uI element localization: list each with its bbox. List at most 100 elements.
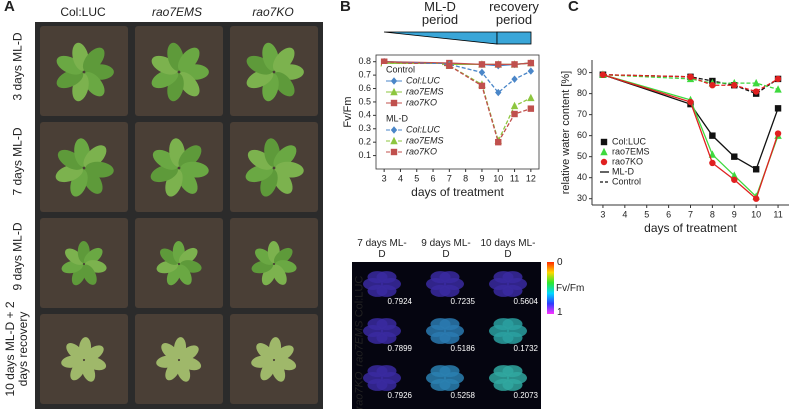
leaf bbox=[274, 345, 294, 362]
pot bbox=[135, 26, 223, 116]
pot bbox=[135, 122, 223, 212]
leaf bbox=[82, 264, 97, 285]
series-line bbox=[602, 74, 779, 171]
leaf bbox=[177, 47, 200, 72]
marker bbox=[511, 75, 518, 83]
legend-heading: ML-D bbox=[386, 113, 408, 123]
y-tick-label: 0.5 bbox=[358, 96, 371, 106]
legend-label: rao7EMS bbox=[406, 86, 444, 96]
fv-fm-value: 0.7924 bbox=[388, 297, 413, 306]
legend-marker bbox=[600, 158, 608, 166]
marker bbox=[752, 166, 760, 173]
fv-fm-value: 0.1732 bbox=[514, 344, 539, 353]
leaf bbox=[272, 264, 287, 285]
x-axis-label: days of treatment bbox=[411, 185, 504, 199]
column-header: 10 days ML-D bbox=[480, 238, 536, 260]
pot bbox=[40, 26, 128, 116]
x-tick-label: 7 bbox=[688, 209, 693, 219]
row-label: 3 days ML-D bbox=[10, 32, 25, 101]
marker bbox=[380, 58, 388, 65]
pot bbox=[40, 122, 128, 212]
marker bbox=[478, 68, 486, 77]
column-header: Col:LUC bbox=[60, 5, 106, 19]
leaf bbox=[439, 318, 460, 331]
column-header: 7 days ML-D bbox=[357, 238, 407, 260]
marker bbox=[752, 88, 760, 95]
marker bbox=[752, 195, 760, 202]
leaf bbox=[255, 248, 274, 265]
marker bbox=[527, 59, 535, 67]
x-tick-label: 3 bbox=[382, 173, 387, 183]
leaf bbox=[376, 365, 397, 378]
marker bbox=[510, 101, 519, 110]
fv-fm-value: 0.5258 bbox=[451, 391, 476, 400]
legend-heading: Control bbox=[386, 64, 415, 74]
marker bbox=[774, 105, 782, 112]
pot bbox=[230, 314, 318, 404]
y-tick-label: 50 bbox=[577, 151, 587, 161]
x-tick-label: 8 bbox=[710, 209, 715, 219]
column-header: 9 days ML-D bbox=[421, 238, 471, 260]
legend-label: Col:LUC bbox=[406, 124, 441, 134]
pot bbox=[40, 314, 128, 404]
y-tick-label: 0.7 bbox=[358, 69, 371, 79]
leaf bbox=[83, 145, 107, 169]
series-line bbox=[602, 74, 779, 200]
leaf bbox=[179, 345, 199, 362]
recovery-period-box bbox=[496, 31, 532, 45]
marker bbox=[774, 130, 782, 137]
scale-label: 0 bbox=[557, 257, 563, 268]
fv-fm-value: 0.5604 bbox=[514, 297, 539, 306]
y-tick-label: 0.8 bbox=[358, 56, 371, 66]
x-tick-label: 11 bbox=[510, 173, 519, 183]
leaf bbox=[66, 343, 85, 361]
y-tick-label: 0.3 bbox=[358, 123, 371, 133]
color-scale bbox=[547, 262, 554, 314]
series-line bbox=[602, 74, 779, 93]
leaf bbox=[376, 271, 397, 284]
pot bbox=[135, 314, 223, 404]
panel-label: B bbox=[340, 0, 351, 15]
leaf bbox=[82, 47, 105, 72]
row-label: rao7KO bbox=[353, 371, 366, 409]
y-tick-label: 60 bbox=[577, 130, 587, 140]
marker bbox=[527, 105, 535, 112]
leaf bbox=[502, 318, 523, 331]
leaf bbox=[439, 271, 460, 284]
marker bbox=[478, 61, 486, 68]
x-tick-label: 11 bbox=[773, 209, 782, 219]
fv-fm-value: 0.2073 bbox=[514, 391, 539, 400]
y-tick-label: 0.1 bbox=[358, 150, 371, 160]
leaf bbox=[85, 161, 114, 178]
legend-label: rao7EMS bbox=[612, 146, 650, 156]
leaf bbox=[84, 345, 104, 362]
y-tick-label: 90 bbox=[577, 67, 587, 77]
y-tick-label: 0.6 bbox=[358, 83, 371, 93]
marker bbox=[478, 82, 486, 90]
legend-label: rao7KO bbox=[406, 97, 437, 107]
column-header: rao7KO bbox=[252, 5, 294, 19]
leaf bbox=[177, 264, 192, 285]
legend-label: rao7KO bbox=[406, 146, 437, 156]
row-label: 9 days ML-D bbox=[10, 222, 25, 291]
legend-label: Col:LUC bbox=[406, 75, 441, 85]
series-line bbox=[602, 74, 779, 91]
x-tick-label: 6 bbox=[666, 209, 671, 219]
x-tick-label: 10 bbox=[493, 173, 503, 183]
x-tick-label: 9 bbox=[732, 209, 737, 219]
marker bbox=[687, 73, 694, 81]
fv-fm-value: 0.7235 bbox=[451, 297, 476, 306]
panel-label: C bbox=[568, 0, 579, 15]
legend-label: rao7KO bbox=[612, 156, 643, 166]
annotation: ML-D period bbox=[421, 0, 459, 27]
y-axis-label: Fv/Fm bbox=[342, 96, 354, 127]
annotation: recovery period bbox=[489, 0, 539, 27]
y-axis-label: relative water content [%] bbox=[560, 71, 572, 195]
series-line bbox=[384, 61, 532, 94]
pot bbox=[230, 122, 318, 212]
marker bbox=[687, 98, 694, 106]
legend-marker bbox=[390, 126, 398, 134]
fv-fm-value: 0.5186 bbox=[451, 344, 476, 353]
legend-label: rao7EMS bbox=[406, 135, 444, 145]
legend-label: Control bbox=[612, 176, 641, 186]
